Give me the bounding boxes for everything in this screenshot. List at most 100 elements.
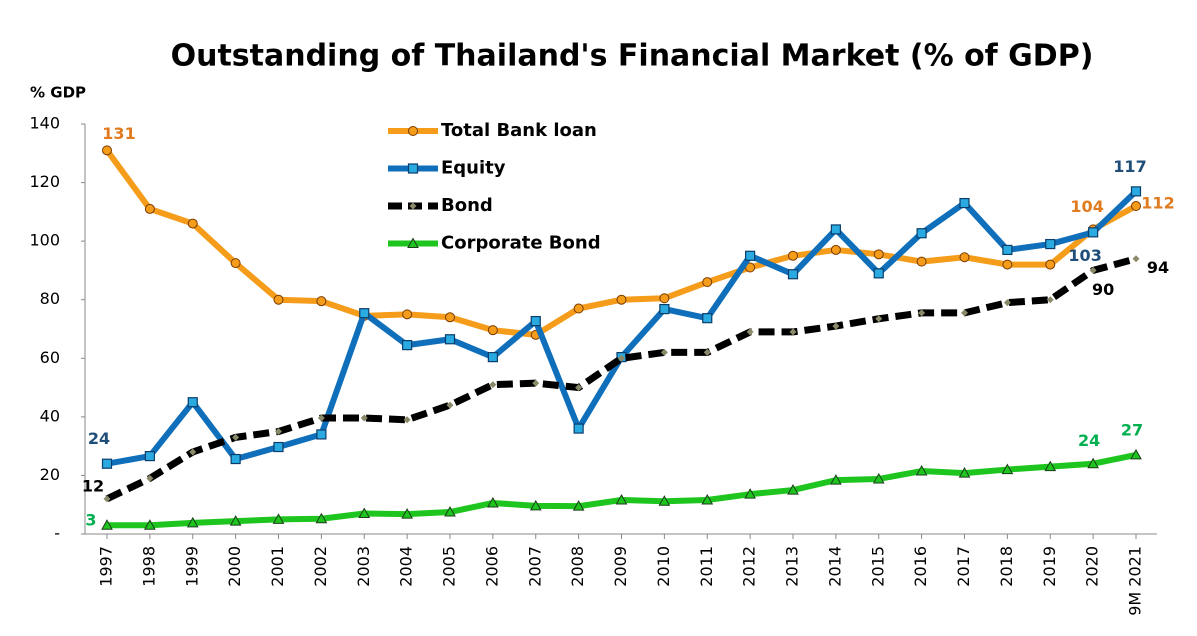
data-label: 94 <box>1147 258 1169 277</box>
point <box>445 312 455 323</box>
x-tick-label: 2002 <box>311 546 330 587</box>
point <box>144 519 156 530</box>
point <box>958 467 971 478</box>
point <box>745 250 756 261</box>
point <box>873 268 884 279</box>
point <box>744 488 756 499</box>
point <box>875 315 883 323</box>
point <box>187 218 198 229</box>
point <box>229 515 242 526</box>
data-label: 24 <box>88 429 110 448</box>
point <box>144 451 155 462</box>
point <box>1045 238 1056 250</box>
data-label: 103 <box>1068 246 1101 265</box>
x-tick-label: 2003 <box>354 546 373 587</box>
data-label: 27 <box>1121 420 1143 439</box>
point <box>915 465 928 476</box>
y-axis-label: % GDP <box>30 84 86 102</box>
point <box>787 269 799 280</box>
x-tick-label: 1999 <box>182 546 201 587</box>
point <box>444 506 456 517</box>
y-tick-label: 140 <box>29 114 60 133</box>
point <box>573 303 584 314</box>
x-tick-label: 2017 <box>954 546 973 587</box>
x-tick-label: 2010 <box>654 546 673 587</box>
point <box>1089 266 1097 274</box>
x-tick-label: 2018 <box>997 546 1016 587</box>
point <box>787 484 799 495</box>
point <box>402 309 413 320</box>
point <box>317 414 325 422</box>
data-label: 3 <box>85 511 96 530</box>
point <box>1088 227 1099 238</box>
x-tick-label: 1998 <box>139 546 158 587</box>
point <box>489 381 497 389</box>
data-label: 12 <box>82 476 104 495</box>
point <box>273 441 284 453</box>
chart-title: Outstanding of Thailand's Financial Mark… <box>171 39 1094 74</box>
point <box>1130 186 1142 197</box>
point <box>272 513 285 524</box>
data-label: 112 <box>1141 194 1174 213</box>
point <box>315 512 328 524</box>
point <box>487 325 498 336</box>
point <box>360 414 368 422</box>
point <box>102 145 112 156</box>
x-tick-label: 2004 <box>397 546 416 587</box>
x-tick-label: 2015 <box>868 546 887 587</box>
point <box>659 303 670 315</box>
point <box>702 313 713 324</box>
point <box>1045 259 1056 270</box>
y-tick-label: 120 <box>29 172 60 191</box>
point <box>407 163 419 174</box>
x-tick-label: 2013 <box>783 546 802 587</box>
point <box>401 508 413 519</box>
point <box>788 250 798 261</box>
point <box>1130 448 1142 460</box>
point <box>530 315 541 327</box>
point <box>273 294 284 305</box>
point <box>572 500 585 511</box>
x-tick-label: 2016 <box>911 546 930 587</box>
point <box>444 334 456 345</box>
point <box>616 294 627 305</box>
point <box>659 293 670 304</box>
point <box>959 197 970 209</box>
x-tick-label: 2001 <box>268 546 287 587</box>
x-tick-label: 2011 <box>697 546 716 587</box>
point <box>701 493 714 505</box>
point <box>359 308 370 319</box>
legend-label: Bond <box>441 195 493 216</box>
point <box>275 428 282 435</box>
point <box>408 126 418 136</box>
legend-label: Corporate Bond <box>441 233 601 254</box>
point <box>1087 457 1099 469</box>
x-tick-label: 2009 <box>611 546 630 587</box>
point <box>873 249 884 260</box>
point <box>1002 244 1013 256</box>
x-tick-label: 9M 2021 <box>1126 546 1145 616</box>
y-tick-label: 40 <box>40 406 60 425</box>
y-tick-label: 80 <box>40 289 60 308</box>
point <box>703 348 711 356</box>
point <box>830 474 842 485</box>
point <box>316 429 327 440</box>
point <box>446 401 454 409</box>
point <box>615 493 628 505</box>
point <box>358 507 371 518</box>
point <box>918 309 926 317</box>
y-tick-label: - <box>54 524 60 543</box>
legend-label: Total Bank loan <box>441 120 597 141</box>
point <box>1001 463 1014 475</box>
x-tick-label: 2008 <box>568 546 587 587</box>
point <box>658 495 671 506</box>
point <box>101 458 113 469</box>
x-tick-label: 2000 <box>225 546 244 587</box>
data-label: 117 <box>1113 157 1146 176</box>
point <box>487 352 498 363</box>
point <box>746 328 754 336</box>
point <box>101 519 113 530</box>
x-tick-label: 2007 <box>525 546 544 587</box>
point <box>660 348 668 356</box>
